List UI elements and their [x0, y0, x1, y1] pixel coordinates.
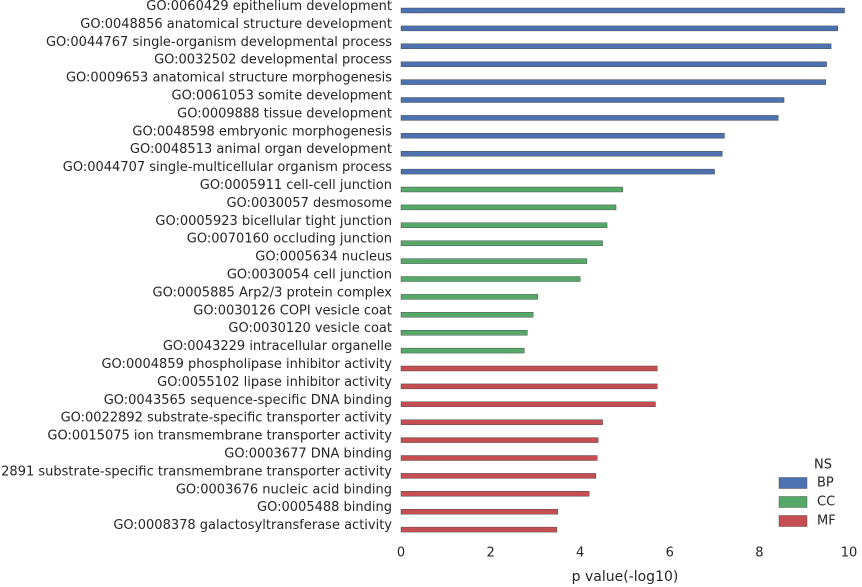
bar-cc	[400, 240, 603, 246]
category-label: GO:0043565 sequence-specific DNA binding	[104, 393, 392, 408]
x-axis-title: p value(-log10)	[572, 569, 679, 585]
category-label: GO:0009653 anatomical structure morphoge…	[66, 71, 392, 86]
legend-swatch-mf	[778, 515, 808, 527]
bar-mf	[400, 383, 658, 390]
x-tick-label: 0	[397, 546, 405, 561]
bar-mf	[400, 526, 558, 533]
category-label: GO:0003677 DNA binding	[224, 447, 392, 462]
bar-bp	[400, 97, 785, 103]
bar-mf	[400, 491, 590, 497]
category-label: GO:0005923 bicellular tight junction	[155, 214, 392, 229]
bar-cc	[400, 222, 608, 229]
legend-label-bp: BP	[817, 476, 834, 491]
category-label: GO:0055102 lipase inhibitor activity	[157, 375, 392, 390]
bar-bp	[400, 61, 827, 67]
category-label: GO:0005488 binding	[257, 500, 392, 515]
bar-bp	[400, 150, 723, 157]
category-label: GO:0061053 somite development	[172, 89, 392, 104]
bar-mf	[400, 419, 603, 425]
x-tick-label: 10	[841, 546, 858, 561]
x-tick-label: 4	[576, 546, 584, 561]
category-label: GO:0030126 COPI vesicle coat	[193, 303, 392, 318]
bar-bp	[400, 25, 838, 32]
category-label: GO:0008378 galactosyltransferase activit…	[113, 518, 392, 533]
bar-bp	[400, 133, 725, 139]
bar-cc	[400, 258, 588, 264]
x-axis: 0 2 4 6 8 10	[397, 546, 857, 561]
category-label: GO:0043229 intracellular organelle	[163, 339, 392, 354]
bars-layer	[400, 7, 845, 533]
bar-cc	[400, 186, 623, 193]
x-tick-label: 6	[666, 546, 674, 561]
category-label: GO:0048856 anatomical structure developm…	[80, 17, 392, 32]
bar-cc	[400, 347, 525, 354]
bar-cc	[400, 276, 581, 282]
category-label: GO:0003676 nucleic acid binding	[176, 482, 392, 497]
bar-bp	[400, 168, 715, 175]
legend-swatch-cc	[778, 496, 808, 508]
bar-cc	[400, 330, 528, 336]
legend-title: NS	[814, 458, 832, 473]
bar-bp	[400, 7, 845, 14]
category-label: GO:0022892 substrate-specific transporte…	[61, 411, 393, 426]
category-label: GO:0044767 single-organism developmental…	[46, 35, 392, 50]
category-labels: GO:0060429 epithelium development GO:0048…	[0, 0, 392, 533]
legend-label-mf: MF	[817, 514, 836, 529]
category-label: GO:0030057 desmosome	[226, 196, 392, 211]
category-label: GO:0005885 Arp2/3 protein complex	[153, 285, 393, 300]
category-label: GO:0044707 single-multicellular organism…	[63, 160, 392, 175]
x-tick-label: 2	[486, 546, 494, 561]
bar-bp	[400, 79, 826, 85]
category-label: GO:0004859 phospholipase inhibitor activ…	[101, 357, 392, 372]
bar-mf	[400, 473, 597, 479]
category-label: GO:0060429 epithelium development	[146, 0, 392, 14]
bar-mf	[400, 401, 656, 407]
bar-bp	[400, 115, 779, 121]
category-label: GO:0048513 animal organ development	[130, 142, 392, 157]
legend: NS BP CC MF	[778, 458, 836, 529]
bar-cc	[400, 294, 538, 300]
category-label: GO:0009888 tissue development	[177, 106, 392, 121]
category-label: GO:0030120 vesicle coat	[228, 321, 392, 336]
bar-mf	[400, 365, 658, 372]
category-label: GO:0048598 embryonic morphogenesis	[132, 124, 392, 139]
category-label: GO:0005634 nucleus	[255, 250, 392, 265]
category-label: GO:0070160 occluding junction	[187, 232, 392, 247]
legend-label-cc: CC	[817, 495, 835, 510]
bar-bp	[400, 43, 832, 49]
bar-mf	[400, 455, 598, 461]
category-label: GO:0030054 cell junction	[227, 268, 392, 283]
category-label: GO:0022891 substrate-specific transmembr…	[0, 464, 392, 479]
bar-mf	[400, 509, 559, 515]
legend-swatch-bp	[778, 477, 808, 489]
bar-cc	[400, 204, 617, 211]
category-label: GO:0005911 cell-cell junction	[200, 178, 392, 193]
bar-mf	[400, 437, 599, 443]
x-tick-label: 8	[755, 546, 763, 561]
category-label: GO:0015075 ion transmembrane transporter…	[47, 429, 392, 444]
bar-cc	[400, 312, 534, 318]
category-label: GO:0032502 developmental process	[154, 53, 392, 68]
